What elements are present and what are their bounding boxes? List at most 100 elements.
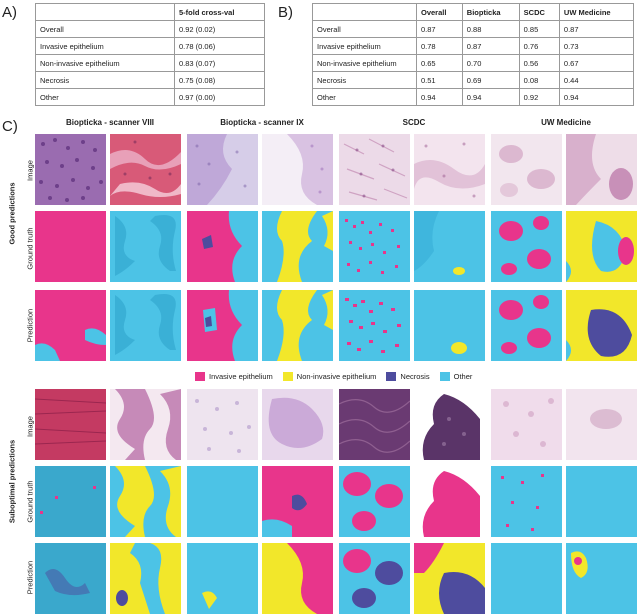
table-cell: 0.87 — [461, 37, 520, 55]
histology-image-tile — [566, 134, 637, 205]
legend-label: Other — [453, 371, 473, 381]
table-cell: 0.44 — [558, 71, 635, 89]
histology-image-tile — [339, 389, 410, 460]
histology-image-tile — [566, 389, 637, 460]
table-cell: 0.83 (0.07) — [174, 54, 265, 72]
prediction-tile — [35, 543, 106, 614]
legend-item: Necrosis — [386, 371, 430, 381]
histology-image-tile — [110, 134, 181, 205]
histology-image-tile — [339, 134, 410, 205]
row-label: Ground truth — [25, 480, 35, 523]
table-b: Overall Biopticka SCDC UW Medicine Overa… — [312, 3, 635, 106]
row-label: Prediction — [25, 560, 35, 595]
row-label: Prediction — [25, 308, 35, 343]
table-cell: Overall — [312, 20, 417, 38]
table-cell: 0.94 — [558, 88, 635, 106]
table-cell: 0.97 (0.00) — [174, 88, 265, 106]
table-a: 5-fold cross-val Overall 0.92 (0.02) Inv… — [35, 3, 265, 106]
legend-swatch — [195, 371, 205, 381]
table-cell: 0.87 — [558, 20, 635, 38]
histology-image-tile — [110, 389, 181, 460]
legend-label: Invasive epithelium — [209, 371, 273, 381]
table-cell: Overall — [416, 3, 463, 21]
table-cell: 0.92 — [518, 88, 560, 106]
table-cell: Overall — [35, 20, 175, 38]
prediction-tile — [339, 543, 410, 614]
row-label: Image — [25, 160, 35, 181]
prediction-tile — [414, 290, 485, 361]
prediction-tile — [491, 543, 562, 614]
table-cell: 0.87 — [416, 20, 463, 38]
table-cell: 0.75 (0.08) — [174, 71, 265, 89]
ground-truth-tile — [566, 466, 637, 537]
histology-image-tile — [35, 389, 106, 460]
row-label: Image — [25, 416, 35, 437]
table-cell: Other — [312, 88, 417, 106]
ground-truth-tile — [35, 211, 106, 282]
table-row: Invasive epithelium 0.78 0.87 0.76 0.73 — [312, 37, 635, 55]
panel-b-letter: B) — [278, 4, 293, 21]
table-row: Necrosis 0.51 0.69 0.08 0.44 — [312, 71, 635, 89]
prediction-tile — [414, 543, 485, 614]
histology-image-tile — [491, 389, 562, 460]
histology-image-tile — [35, 134, 106, 205]
prediction-tile — [566, 290, 637, 361]
prediction-tile — [187, 290, 258, 361]
table-row: Other 0.94 0.94 0.92 0.94 — [312, 88, 635, 106]
ground-truth-tile — [414, 466, 485, 537]
table-row: 5-fold cross-val — [35, 3, 265, 21]
prediction-tile — [491, 290, 562, 361]
column-header: Biopticka - scanner IX — [220, 118, 304, 127]
table-cell: 0.51 — [416, 71, 463, 89]
panel-a-letter: A) — [2, 4, 17, 21]
ground-truth-tile — [339, 211, 410, 282]
prediction-tile — [35, 290, 106, 361]
table-cell: 0.94 — [461, 88, 520, 106]
prediction-tile — [339, 290, 410, 361]
ground-truth-tile — [35, 466, 106, 537]
table-row: Non-invasive epithelium 0.65 0.70 0.56 0… — [312, 54, 635, 72]
ground-truth-tile — [566, 211, 637, 282]
table-row: Overall 0.87 0.88 0.85 0.87 — [312, 20, 635, 38]
table-cell: Other — [35, 88, 175, 106]
table-cell: Invasive epithelium — [35, 37, 175, 55]
table-cell: 0.65 — [416, 54, 463, 72]
legend-label: Non-invasive epithelium — [296, 371, 377, 381]
table-cell: Non-invasive epithelium — [312, 54, 417, 72]
table-cell: Invasive epithelium — [312, 37, 417, 55]
table-cell — [35, 3, 175, 21]
legend-label: Necrosis — [400, 371, 430, 381]
table-cell: Necrosis — [312, 71, 417, 89]
panel-c-letter: C) — [2, 118, 18, 135]
legend-swatch — [386, 371, 397, 381]
ground-truth-tile — [491, 211, 562, 282]
column-header: UW Medicine — [541, 118, 591, 127]
table-cell: 0.92 (0.02) — [174, 20, 265, 38]
ground-truth-tile — [414, 211, 485, 282]
group-label: Suboptimal predictions — [7, 439, 17, 524]
ground-truth-tile — [187, 466, 258, 537]
table-row: Other 0.97 (0.00) — [35, 88, 265, 106]
ground-truth-tile — [262, 466, 333, 537]
table-row: Invasive epithelium 0.78 (0.06) — [35, 37, 265, 55]
table-cell: 5-fold cross-val — [174, 3, 265, 21]
ground-truth-tile — [110, 466, 181, 537]
column-header: SCDC — [402, 118, 426, 127]
table-cell: 0.78 — [416, 37, 463, 55]
prediction-tile — [110, 290, 181, 361]
histology-image-tile — [262, 134, 333, 205]
prediction-tile — [187, 543, 258, 614]
table-cell: 0.56 — [518, 54, 560, 72]
histology-image-tile — [414, 389, 485, 460]
histology-image-tile — [491, 134, 562, 205]
histology-image-tile — [262, 389, 333, 460]
table-row: Non-invasive epithelium 0.83 (0.07) — [35, 54, 265, 72]
prediction-tile — [262, 290, 333, 361]
table-cell: 0.94 — [416, 88, 463, 106]
table-cell: 0.67 — [558, 54, 635, 72]
table-cell: 0.76 — [518, 37, 560, 55]
table-cell: Necrosis — [35, 71, 175, 89]
table-cell: SCDC — [518, 3, 560, 21]
table-row: Overall 0.92 (0.02) — [35, 20, 265, 38]
column-header: Biopticka - scanner VIII — [65, 118, 155, 127]
